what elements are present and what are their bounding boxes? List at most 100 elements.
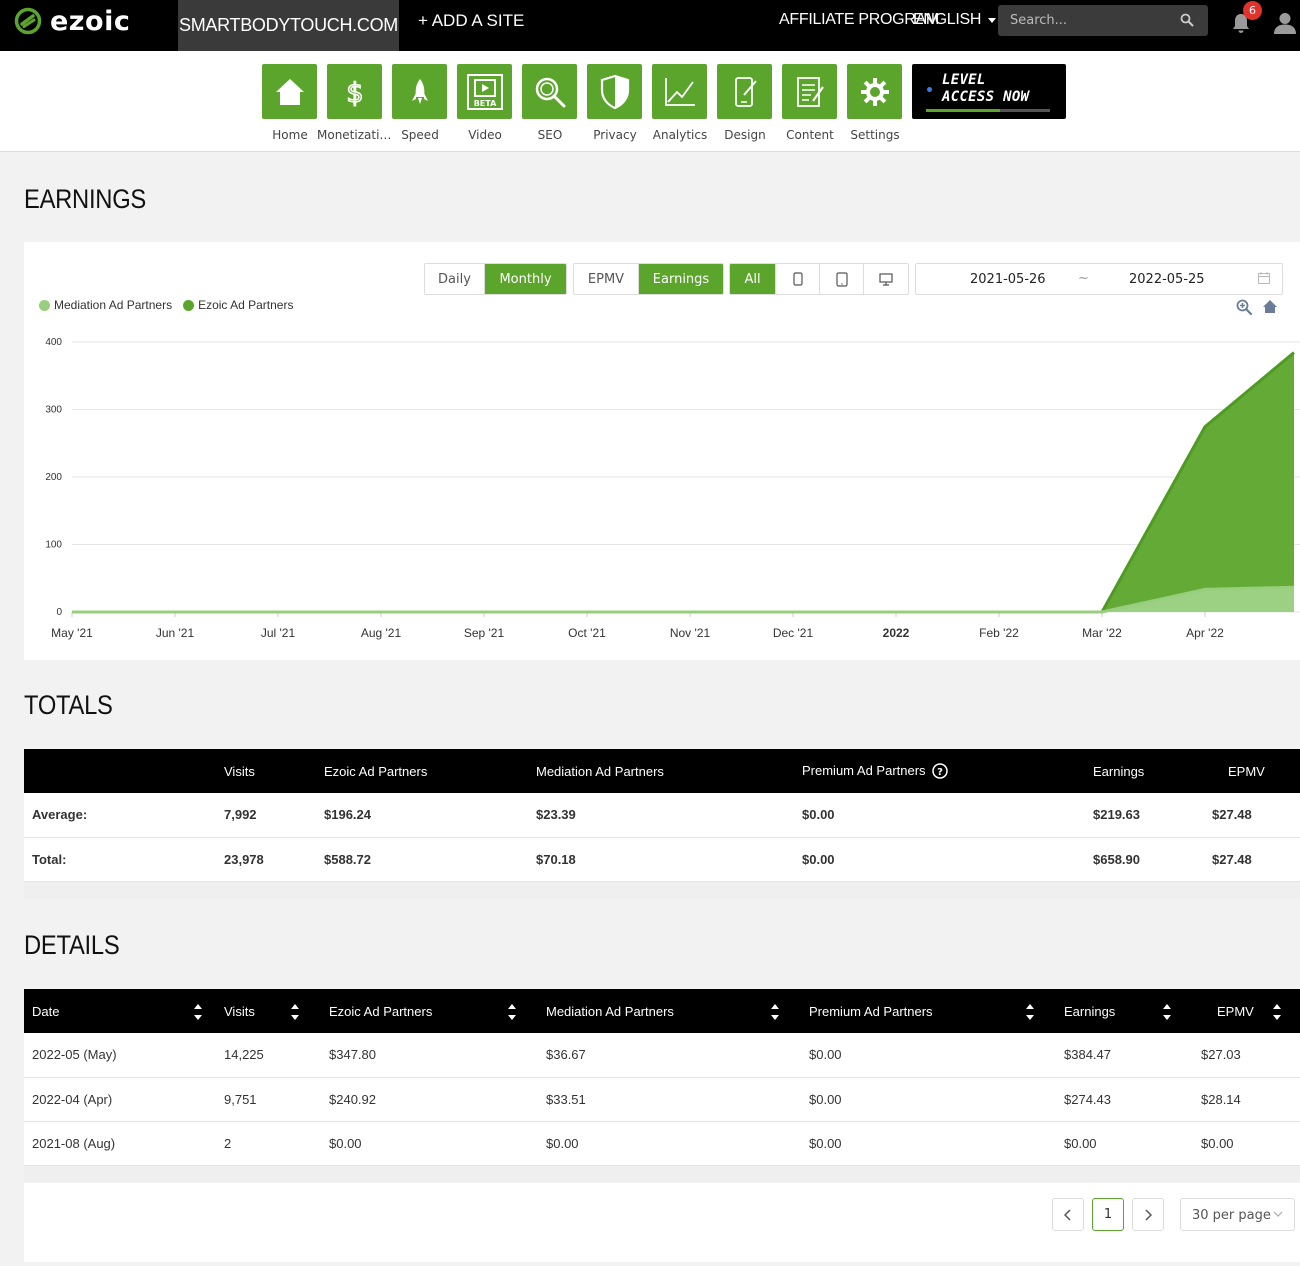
line-ezoic-ad-partners bbox=[72, 351, 1295, 614]
epmv-button[interactable]: EPMV bbox=[574, 264, 639, 294]
device-desktop-button[interactable] bbox=[864, 264, 908, 294]
beta-badge: BETA bbox=[473, 99, 496, 108]
nav-content[interactable]: Content bbox=[782, 64, 838, 142]
x-tick-label: Oct '21 bbox=[568, 626, 606, 640]
details-cell: $28.14 bbox=[1193, 1077, 1300, 1122]
totals-cell: $70.18 bbox=[528, 837, 794, 882]
nav-analytics[interactable]: Analytics bbox=[652, 64, 708, 142]
x-tick-label: Apr '22 bbox=[1186, 626, 1224, 640]
area-ezoic-ad-partners bbox=[72, 352, 1294, 612]
level-access-line-2: ACCESS NOW bbox=[942, 89, 1030, 105]
sort-icon[interactable] bbox=[1163, 1002, 1171, 1025]
search-icon[interactable] bbox=[1180, 13, 1194, 27]
site-selector[interactable]: SMARTBODYTOUCH.COM bbox=[178, 0, 399, 51]
logo-text: ezoic bbox=[50, 5, 131, 37]
totals-cell: 23,978 bbox=[216, 837, 316, 882]
nav-monetization[interactable]: $ Monetization bbox=[317, 64, 393, 142]
page-1-button[interactable]: 1 bbox=[1092, 1198, 1124, 1231]
notification-bell-icon[interactable] bbox=[1230, 12, 1252, 34]
search-input[interactable] bbox=[998, 5, 1173, 36]
y-tick-label: 300 bbox=[45, 405, 62, 416]
prev-page-button[interactable] bbox=[1052, 1198, 1084, 1231]
totals-cell: $196.24 bbox=[316, 793, 528, 838]
nav-seo-tile[interactable] bbox=[522, 64, 577, 119]
help-question-icon[interactable]: ? bbox=[932, 763, 948, 780]
nav-video[interactable]: BETA Video bbox=[457, 64, 513, 142]
totals-cell: $27.48 bbox=[1204, 837, 1300, 882]
details-col-premium-ad-partners[interactable]: Premium Ad Partners bbox=[801, 989, 1056, 1033]
details-col-visits[interactable]: Visits bbox=[216, 989, 321, 1033]
details-col-epmv[interactable]: EPMV bbox=[1193, 989, 1300, 1033]
nav-design[interactable]: Design bbox=[717, 64, 773, 142]
nav-speed-tile[interactable] bbox=[392, 64, 447, 119]
nav-seo[interactable]: SEO bbox=[522, 64, 578, 142]
sort-icon[interactable] bbox=[194, 1002, 202, 1025]
legend-item-mediation[interactable]: Mediation Ad Partners bbox=[39, 298, 172, 312]
monthly-button[interactable]: Monthly bbox=[485, 264, 566, 294]
nav-analytics-tile[interactable] bbox=[652, 64, 707, 119]
sort-icon[interactable] bbox=[1026, 1002, 1034, 1025]
details-col-mediation-ad-partners[interactable]: Mediation Ad Partners bbox=[538, 989, 801, 1033]
dollar-icon: $ bbox=[345, 77, 364, 107]
earnings-button[interactable]: Earnings bbox=[639, 264, 723, 294]
nav-video-tile[interactable]: BETA bbox=[457, 64, 512, 119]
sort-icon[interactable] bbox=[1273, 1002, 1281, 1025]
nav-settings-tile[interactable] bbox=[847, 64, 902, 119]
add-site-link[interactable]: + ADD A SITE bbox=[418, 11, 525, 30]
details-cell: $0.00 bbox=[801, 1077, 1056, 1122]
nav-home[interactable]: Home bbox=[262, 64, 318, 142]
nav-speed[interactable]: Speed bbox=[392, 64, 448, 142]
nav-home-tile[interactable] bbox=[262, 64, 317, 119]
device-mobile-button[interactable] bbox=[776, 264, 820, 294]
reset-zoom-home-icon[interactable] bbox=[1262, 299, 1278, 314]
sort-icon[interactable] bbox=[291, 1002, 299, 1025]
rocket-icon bbox=[411, 78, 428, 104]
date-from[interactable]: 2021-05-26 bbox=[970, 272, 1046, 287]
details-cell: $36.67 bbox=[538, 1033, 801, 1078]
details-col-label: Earnings bbox=[1064, 1003, 1116, 1019]
details-cell: $27.03 bbox=[1193, 1033, 1300, 1078]
totals-footer bbox=[24, 881, 1300, 899]
details-cell: $0.00 bbox=[801, 1033, 1056, 1078]
house-icon bbox=[275, 78, 304, 105]
main-navigation: Home $ Monetization Speed BETA bbox=[0, 51, 1300, 152]
nav-settings[interactable]: Settings bbox=[847, 64, 903, 142]
level-progress-fill bbox=[926, 109, 1001, 112]
mobile-design-icon bbox=[734, 76, 757, 107]
x-tick-label: Jun '21 bbox=[156, 626, 195, 640]
level-access-now-button[interactable]: LEVEL ACCESS NOW bbox=[912, 64, 1066, 119]
details-cell: 2021-08 (Aug) bbox=[24, 1121, 216, 1166]
x-tick-label: Jul '21 bbox=[261, 626, 296, 640]
nav-privacy-tile[interactable] bbox=[587, 64, 642, 119]
ezoic-logo[interactable]: ezoic bbox=[14, 5, 131, 37]
sort-icon[interactable] bbox=[771, 1002, 779, 1025]
date-range-picker[interactable]: 2021-05-26 ~ 2022-05-25 bbox=[915, 263, 1283, 295]
nav-design-tile[interactable] bbox=[717, 64, 772, 119]
language-dropdown[interactable]: ENGLISH bbox=[913, 11, 997, 29]
nav-privacy[interactable]: Privacy bbox=[587, 64, 643, 142]
user-account-icon[interactable] bbox=[1273, 12, 1297, 34]
legend-item-ezoic[interactable]: Ezoic Ad Partners bbox=[183, 298, 293, 312]
sort-icon[interactable] bbox=[508, 1002, 516, 1025]
details-cell: $384.47 bbox=[1056, 1033, 1193, 1078]
nav-content-tile[interactable] bbox=[782, 64, 837, 119]
details-col-ezoic-ad-partners[interactable]: Ezoic Ad Partners bbox=[321, 989, 538, 1033]
next-page-button[interactable] bbox=[1132, 1198, 1164, 1231]
details-col-date[interactable]: Date bbox=[24, 989, 216, 1033]
totals-col-premium: Premium Ad Partners ? bbox=[794, 749, 1085, 793]
zoom-in-icon[interactable] bbox=[1236, 299, 1252, 315]
details-col-earnings[interactable]: Earnings bbox=[1056, 989, 1193, 1033]
device-tablet-button[interactable] bbox=[820, 264, 864, 294]
daily-button[interactable]: Daily bbox=[425, 264, 485, 294]
earnings-chart-card: Daily Monthly EPMV Earnings All 2021-05-… bbox=[24, 242, 1300, 660]
date-to[interactable]: 2022-05-25 bbox=[1129, 272, 1205, 287]
affiliate-program-link[interactable]: AFFILIATE PROGRAM bbox=[779, 11, 939, 28]
x-tick-label: Nov '21 bbox=[670, 626, 711, 640]
device-all-button[interactable]: All bbox=[730, 264, 776, 294]
totals-header-row: Visits Ezoic Ad Partners Mediation Ad Pa… bbox=[24, 749, 1300, 793]
nav-monetization-tile[interactable]: $ bbox=[327, 64, 382, 119]
per-page-select[interactable]: 30 per page bbox=[1180, 1198, 1295, 1231]
details-cell: $0.00 bbox=[321, 1121, 538, 1166]
y-tick-label: 200 bbox=[45, 472, 62, 483]
details-cell: $33.51 bbox=[538, 1077, 801, 1122]
